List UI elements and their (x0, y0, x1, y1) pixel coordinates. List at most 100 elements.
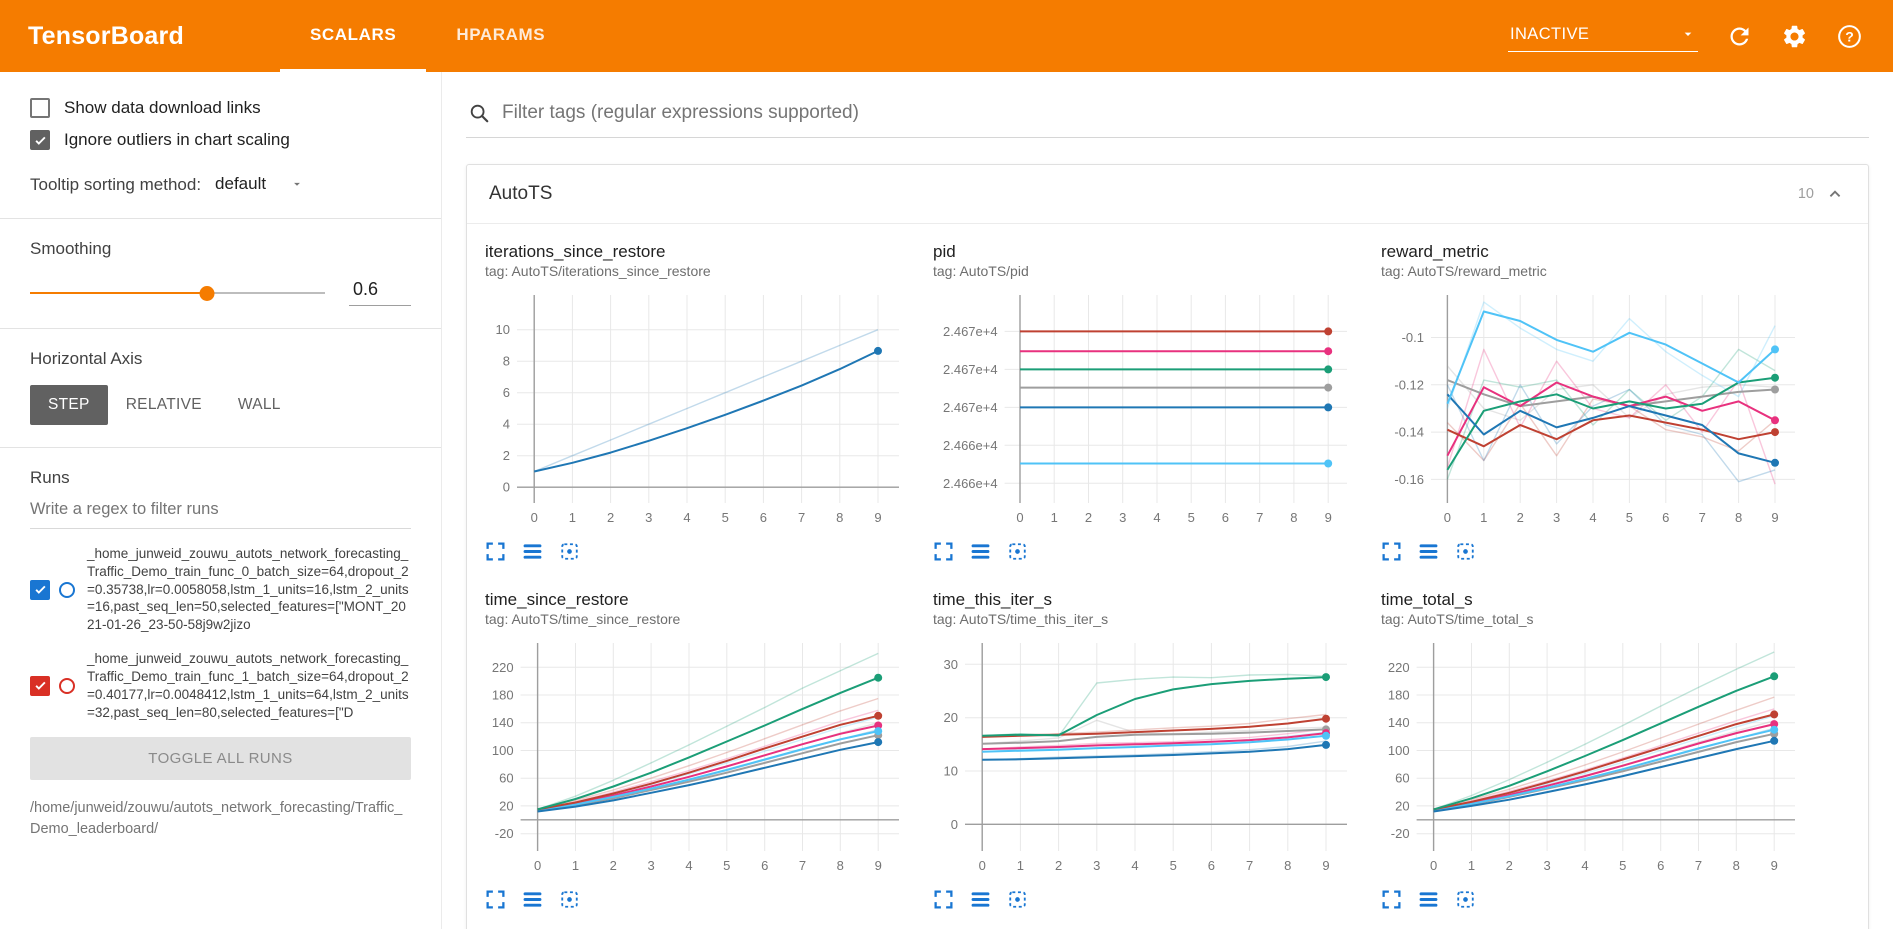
horizontal-axis-label: Horizontal Axis (30, 349, 143, 368)
run-checkbox[interactable] (30, 579, 50, 600)
tooltip-sort-select[interactable]: default (215, 174, 304, 196)
svg-text:6: 6 (1657, 858, 1664, 873)
chart-tag: tag: AutoTS/time_since_restore (485, 611, 681, 627)
refresh-icon[interactable] (1726, 23, 1753, 50)
runs-table-icon[interactable] (970, 889, 991, 910)
chart-title: time_this_iter_s (933, 590, 1053, 609)
chart-plot[interactable]: 0 1 2 3 4 5 6 7 8 9 -20 20 60 100 140 180 220 (483, 631, 915, 883)
chart-svg: 0 1 2 3 4 5 6 7 8 9 -20 20 60 100 140 180 220 (492, 643, 899, 873)
step-button[interactable]: STEP (30, 385, 108, 425)
fit-domain-icon[interactable] (1007, 889, 1028, 910)
svg-text:100: 100 (1388, 743, 1410, 758)
chart-svg: 0 1 2 3 4 5 6 7 8 9 0 2 4 6 8 10 (496, 295, 899, 525)
run-radio[interactable] (59, 677, 75, 694)
svg-text:5: 5 (722, 510, 729, 525)
chart-svg: 0 1 2 3 4 5 6 7 8 9 0 10 20 30 (944, 643, 1347, 873)
svg-text:?: ? (1845, 28, 1854, 44)
tag-filter-input[interactable] (502, 102, 1867, 124)
runs-table-icon[interactable] (1418, 889, 1439, 910)
svg-text:2.466e+4: 2.466e+4 (943, 476, 998, 491)
svg-text:9: 9 (1325, 510, 1332, 525)
runs-table-icon[interactable] (970, 541, 991, 562)
svg-text:2: 2 (607, 510, 614, 525)
svg-text:1: 1 (1480, 510, 1487, 525)
expand-chart-icon[interactable] (1381, 541, 1402, 562)
svg-text:0: 0 (1016, 510, 1023, 525)
svg-text:5: 5 (1619, 858, 1626, 873)
chart-actions (1379, 889, 1811, 910)
run-controls (30, 579, 75, 600)
chart-card-time_total_s: time_total_s tag: AutoTS/time_total_s 0 1 2 3… (1379, 588, 1811, 910)
run-radio[interactable] (59, 581, 75, 598)
ignore-outliers-checkbox[interactable]: Ignore outliers in chart scaling (30, 130, 411, 150)
horizontal-axis-buttons: STEP RELATIVE WALL (30, 385, 411, 425)
relative-button[interactable]: RELATIVE (108, 385, 220, 425)
chart-plot[interactable]: 0 1 2 3 4 5 6 7 8 9 0 10 20 30 (931, 631, 1363, 883)
expand-chart-icon[interactable] (1381, 889, 1402, 910)
help-icon[interactable]: ? (1836, 23, 1863, 50)
svg-text:6: 6 (1222, 510, 1229, 525)
collapse-section-icon[interactable] (1824, 183, 1846, 205)
expand-chart-icon[interactable] (933, 541, 954, 562)
smoothing-slider[interactable] (30, 285, 325, 301)
svg-text:7: 7 (799, 858, 806, 873)
svg-text:60: 60 (499, 771, 513, 786)
chart-tag: tag: AutoTS/time_this_iter_s (933, 611, 1109, 627)
status-dropdown-value: INACTIVE (1510, 24, 1590, 43)
smoothing-slider-thumb[interactable] (199, 285, 215, 301)
fit-domain-icon[interactable] (1455, 541, 1476, 562)
runs-filter-input[interactable] (30, 490, 411, 529)
svg-text:20: 20 (944, 710, 958, 725)
chart-plot[interactable]: 0 1 2 3 4 5 6 7 8 9 -20 20 60 100 140 180 220 (1379, 631, 1811, 883)
svg-text:6: 6 (761, 858, 768, 873)
svg-text:9: 9 (1771, 510, 1778, 525)
chart-actions (483, 541, 915, 562)
chart-actions (483, 889, 915, 910)
svg-text:2.467e+4: 2.467e+4 (943, 324, 998, 339)
tab-scalars[interactable]: SCALARS (279, 0, 427, 72)
svg-text:6: 6 (760, 510, 767, 525)
svg-text:-0.12: -0.12 (1394, 377, 1424, 392)
section-header[interactable]: AutoTS 10 (467, 165, 1868, 224)
svg-text:3: 3 (645, 510, 652, 525)
svg-text:6: 6 (1662, 510, 1669, 525)
chart-actions (1379, 541, 1811, 562)
show-download-links-checkbox[interactable]: Show data download links (30, 98, 411, 118)
svg-text:220: 220 (492, 660, 514, 675)
svg-text:1: 1 (572, 858, 579, 873)
svg-text:6: 6 (1208, 858, 1215, 873)
chart-plot[interactable]: 0 1 2 3 4 5 6 7 8 9 0 2 4 6 8 10 (483, 283, 915, 535)
settings-icon[interactable] (1781, 23, 1808, 50)
fit-domain-icon[interactable] (1455, 889, 1476, 910)
tab-hparams[interactable]: HPARAMS (456, 24, 546, 44)
runs-table-icon[interactable] (522, 541, 543, 562)
runs-table-icon[interactable] (522, 889, 543, 910)
svg-text:3: 3 (1119, 510, 1126, 525)
chart-svg: 0 1 2 3 4 5 6 7 8 9 -20 20 60 100 140 180 220 (1388, 643, 1795, 873)
svg-text:0: 0 (1430, 858, 1437, 873)
chart-card-iterations_since_restore: iterations_since_restore tag: AutoTS/iter… (483, 240, 915, 562)
chart-plot[interactable]: 0 1 2 3 4 5 6 7 8 9 -0.1 -0.12 -0.14 -0.16 (1379, 283, 1811, 535)
expand-chart-icon[interactable] (933, 889, 954, 910)
chevron-down-icon (1680, 26, 1696, 42)
run-checkbox[interactable] (30, 675, 50, 696)
chart-card-pid: pid tag: AutoTS/pid 0 1 2 3 4 5 6 7 8 9 2.467e+4 2.46… (931, 240, 1363, 562)
run-item: _home_junweid_zouwu_autots_network_forec… (30, 650, 411, 721)
toggle-all-runs-button[interactable]: TOGGLE ALL RUNS (30, 737, 411, 781)
run-name: _home_junweid_zouwu_autots_network_forec… (87, 651, 409, 720)
svg-text:140: 140 (1388, 715, 1410, 730)
chart-tag: tag: AutoTS/iterations_since_restore (485, 263, 711, 279)
status-dropdown[interactable]: INACTIVE (1508, 21, 1698, 52)
expand-chart-icon[interactable] (485, 541, 506, 562)
fit-domain-icon[interactable] (559, 541, 580, 562)
fit-domain-icon[interactable] (1007, 541, 1028, 562)
fit-domain-icon[interactable] (559, 889, 580, 910)
runs-table-icon[interactable] (1418, 541, 1439, 562)
svg-text:0: 0 (1444, 510, 1451, 525)
chart-plot[interactable]: 0 1 2 3 4 5 6 7 8 9 2.467e+4 2.467e+4 2.467e+4 2.466e… (931, 283, 1363, 535)
smoothing-value[interactable]: 0.6 (349, 279, 411, 306)
expand-chart-icon[interactable] (485, 889, 506, 910)
run-name: _home_junweid_zouwu_autots_network_forec… (87, 546, 409, 633)
svg-text:180: 180 (492, 688, 514, 703)
wall-button[interactable]: WALL (220, 385, 299, 425)
